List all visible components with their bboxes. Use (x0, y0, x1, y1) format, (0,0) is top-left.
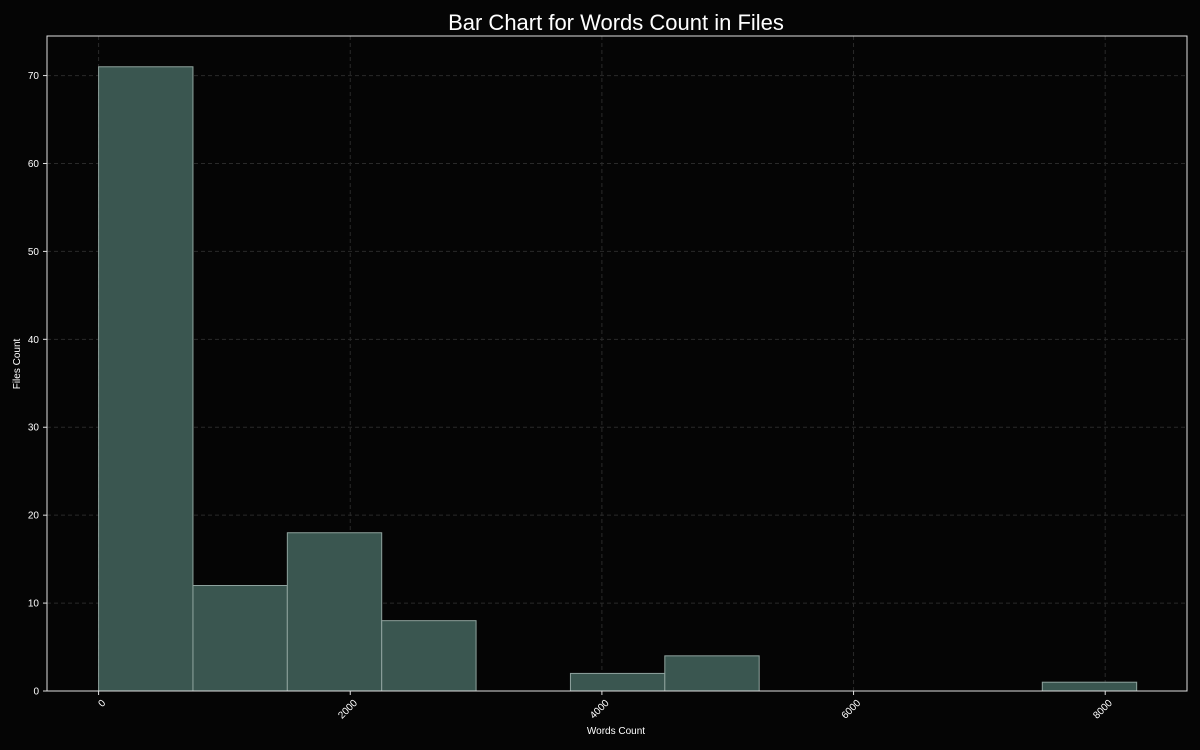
chart-title: Bar Chart for Words Count in Files (448, 10, 784, 35)
plot-frame (46, 35, 1188, 692)
histogram-bar (286, 532, 383, 692)
y-tick-label: 0 (33, 687, 39, 698)
histogram-bar (98, 66, 194, 692)
y-tick-label: 20 (28, 511, 40, 522)
histogram-bar (664, 655, 760, 692)
y-tick-label: 60 (28, 159, 40, 170)
y-tick-label: 30 (28, 423, 40, 434)
histogram-bar (381, 620, 477, 692)
y-tick-label: 50 (28, 247, 40, 258)
y-tick-label: 40 (28, 335, 40, 346)
y-axis-label: Files Count (12, 338, 23, 389)
histogram-bar (1041, 681, 1138, 692)
y-tick-label: 70 (28, 71, 40, 82)
y-axis-ticks: 0 10 20 30 40 50 60 70 (28, 71, 47, 698)
y-tick-label: 10 (28, 599, 40, 610)
histogram-bar (569, 672, 666, 692)
histogram-bar (192, 584, 288, 692)
x-axis-label: Words Count (587, 726, 645, 737)
